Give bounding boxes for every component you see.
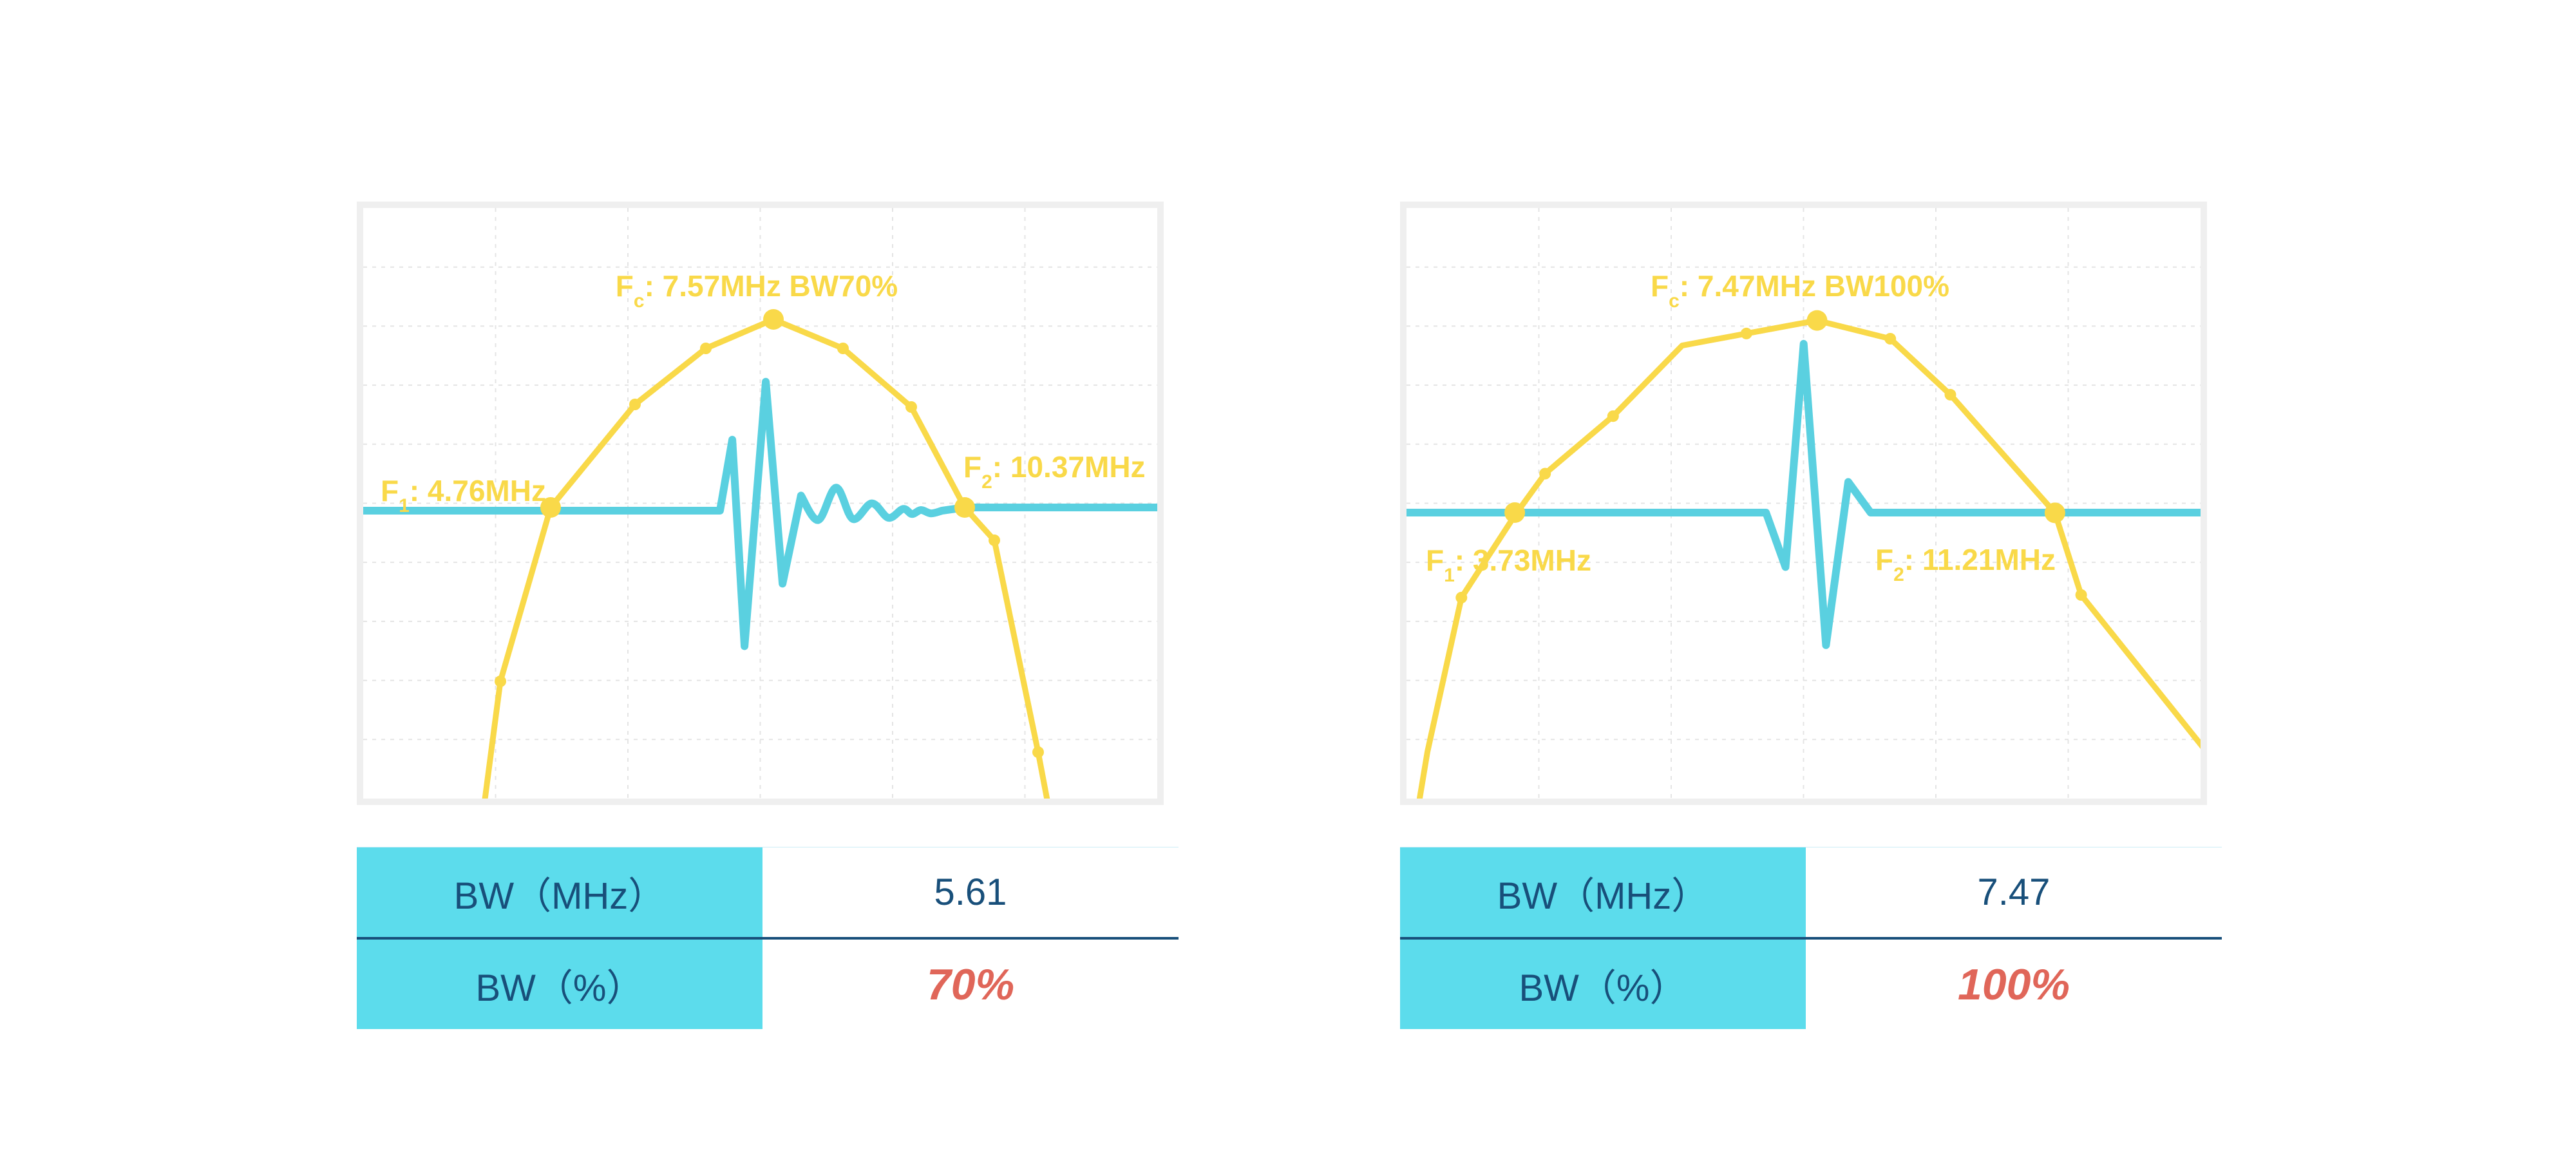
svg-text:F1: 3.73MHz: F1: 3.73MHz — [1426, 544, 1591, 586]
svg-text:Fc: 7.57MHz BW70%: Fc: 7.57MHz BW70% — [616, 269, 898, 312]
svg-text:F2: 11.21MHz: F2: 11.21MHz — [1875, 543, 2056, 585]
svg-text:Fc: 7.47MHz BW100%: Fc: 7.47MHz BW100% — [1651, 269, 1949, 312]
